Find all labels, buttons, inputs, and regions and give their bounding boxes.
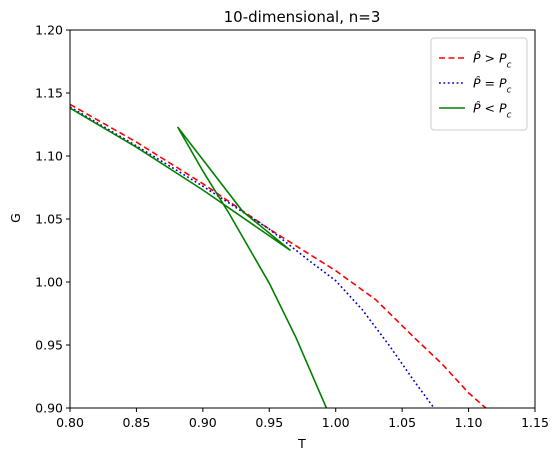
y-tick-label-0: 0.90 [35, 401, 63, 416]
x-tick-label-5: 1.05 [388, 415, 416, 430]
x-tick-label-4: 1.00 [322, 415, 350, 430]
y-tick-label-5: 1.15 [35, 86, 63, 101]
x-tick-label-1: 0.85 [123, 415, 151, 430]
y-tick-label-6: 1.20 [35, 23, 63, 38]
x-tick-label-0: 0.80 [56, 415, 84, 430]
chart-title: 10-dimensional, n=3 [224, 8, 381, 26]
x-tick-label-7: 1.15 [521, 415, 549, 430]
series-line-3 [70, 107, 328, 408]
series-line-2 [70, 106, 435, 408]
y-tick-label-1: 0.95 [35, 338, 63, 353]
x-tick-label-2: 0.90 [189, 415, 217, 430]
x-tick-label-6: 1.10 [455, 415, 483, 430]
x-tick-label-3: 0.95 [255, 415, 283, 430]
y-tick-label-4: 1.10 [35, 149, 63, 164]
x-axis-label: T [297, 436, 306, 451]
legend-box [430, 37, 528, 131]
y-tick-label-3: 1.05 [35, 212, 63, 227]
y-axis-label: G [8, 213, 23, 223]
series-line-1 [70, 103, 487, 408]
y-tick-label-2: 1.00 [35, 275, 63, 290]
